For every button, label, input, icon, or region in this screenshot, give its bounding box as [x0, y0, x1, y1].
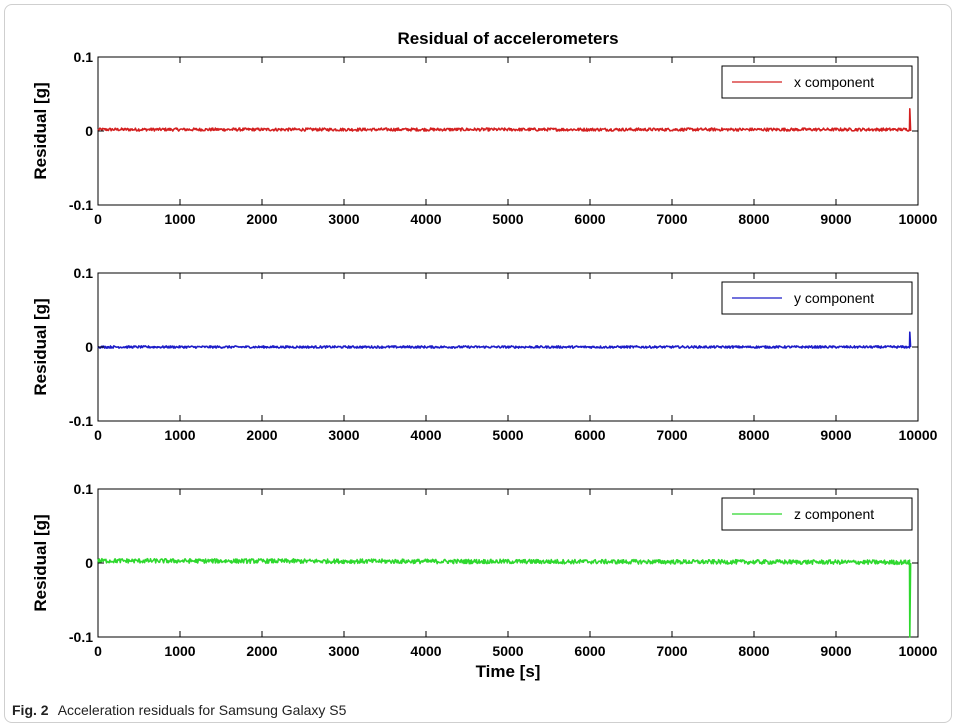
- x-tick-label: 2000: [246, 211, 277, 227]
- x-tick-label: 3000: [328, 211, 359, 227]
- x-tick-label: 6000: [574, 427, 605, 443]
- y-tick-label: -0.1: [69, 413, 93, 429]
- series-line-x-component: [97, 108, 912, 132]
- figure-caption-label: Fig. 2: [12, 702, 49, 718]
- y-tick-label: 0: [85, 339, 93, 355]
- x-tick-label: 2000: [246, 427, 277, 443]
- x-tick-label: 2000: [246, 643, 277, 659]
- series-line-z-component: [97, 557, 912, 638]
- y-axis-title: Residual [g]: [31, 514, 50, 611]
- x-tick-label: 7000: [656, 643, 687, 659]
- x-tick-label: 6000: [574, 643, 605, 659]
- x-tick-label: 9000: [820, 211, 851, 227]
- legend-label-3: z component: [794, 506, 874, 522]
- x-tick-label: 0: [94, 643, 102, 659]
- y-tick-label: 0.1: [74, 49, 94, 65]
- x-tick-label: 4000: [410, 211, 441, 227]
- x-tick-label: 4000: [410, 427, 441, 443]
- x-tick-label: 5000: [492, 211, 523, 227]
- y-tick-label: 0.1: [74, 481, 94, 497]
- y-tick-label: 0.1: [74, 265, 94, 281]
- chart-title: Residual of accelerometers: [397, 29, 618, 48]
- figure-frame: [4, 4, 952, 723]
- x-tick-label: 1000: [164, 427, 195, 443]
- x-tick-label: 3000: [328, 427, 359, 443]
- y-tick-label: -0.1: [69, 629, 93, 645]
- figure-caption: Fig. 2 Acceleration residuals for Samsun…: [12, 702, 346, 718]
- x-tick-label: 10000: [899, 427, 938, 443]
- legend-label-2: y component: [794, 290, 874, 306]
- x-axis-title: Time [s]: [476, 662, 541, 681]
- legend-label-1: x component: [794, 74, 874, 90]
- x-tick-label: 8000: [738, 427, 769, 443]
- y-tick-label: 0: [85, 555, 93, 571]
- figure-caption-text: Acceleration residuals for Samsung Galax…: [57, 702, 347, 718]
- x-tick-label: 7000: [656, 211, 687, 227]
- x-tick-label: 10000: [899, 211, 938, 227]
- y-tick-label: -0.1: [69, 197, 93, 213]
- x-tick-label: 0: [94, 427, 102, 443]
- y-axis-title: Residual [g]: [31, 82, 50, 179]
- series-line-y-component: [97, 331, 912, 349]
- x-tick-label: 0: [94, 211, 102, 227]
- x-tick-label: 5000: [492, 643, 523, 659]
- x-tick-label: 1000: [164, 211, 195, 227]
- x-tick-label: 3000: [328, 643, 359, 659]
- x-tick-label: 6000: [574, 211, 605, 227]
- y-axis-title: Residual [g]: [31, 298, 50, 395]
- accelerometer-residuals-chart: Residual of accelerometers x component -0.…: [31, 29, 938, 681]
- x-tick-label: 7000: [656, 427, 687, 443]
- x-tick-label: 4000: [410, 643, 441, 659]
- x-tick-label: 8000: [738, 211, 769, 227]
- x-tick-label: 1000: [164, 643, 195, 659]
- x-tick-label: 9000: [820, 643, 851, 659]
- y-tick-label: 0: [85, 123, 93, 139]
- x-tick-label: 9000: [820, 427, 851, 443]
- x-tick-label: 8000: [738, 643, 769, 659]
- x-tick-label: 5000: [492, 427, 523, 443]
- x-tick-label: 10000: [899, 643, 938, 659]
